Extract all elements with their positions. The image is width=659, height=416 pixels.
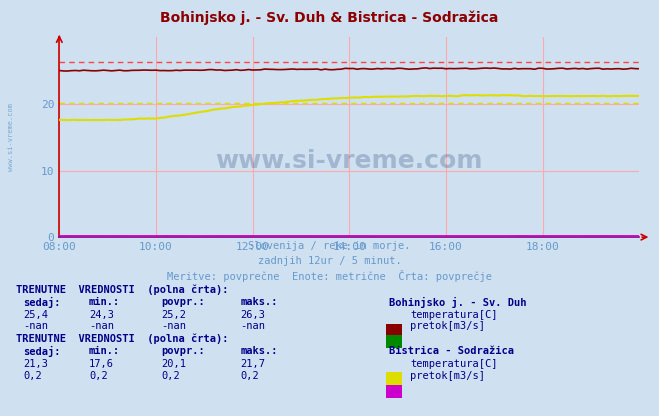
Text: povpr.:: povpr.: <box>161 346 205 356</box>
Text: 20,1: 20,1 <box>161 359 186 369</box>
Text: Meritve: povprečne  Enote: metrične  Črta: povprečje: Meritve: povprečne Enote: metrične Črta:… <box>167 270 492 282</box>
Text: 21,7: 21,7 <box>241 359 266 369</box>
Text: min.:: min.: <box>89 346 120 356</box>
Text: povpr.:: povpr.: <box>161 297 205 307</box>
Text: 21,3: 21,3 <box>23 359 48 369</box>
Text: TRENUTNE  VREDNOSTI  (polna črta):: TRENUTNE VREDNOSTI (polna črta): <box>16 285 229 295</box>
Text: temperatura[C]: temperatura[C] <box>410 359 498 369</box>
Text: TRENUTNE  VREDNOSTI  (polna črta):: TRENUTNE VREDNOSTI (polna črta): <box>16 334 229 344</box>
Text: -nan: -nan <box>241 321 266 331</box>
Text: 0,2: 0,2 <box>161 371 180 381</box>
Text: zadnjih 12ur / 5 minut.: zadnjih 12ur / 5 minut. <box>258 256 401 266</box>
Text: pretok[m3/s]: pretok[m3/s] <box>410 321 485 331</box>
Text: sedaj:: sedaj: <box>23 297 61 309</box>
Text: -nan: -nan <box>23 321 48 331</box>
Text: 26,3: 26,3 <box>241 310 266 320</box>
Text: -nan: -nan <box>161 321 186 331</box>
Text: Slovenija / reke in morje.: Slovenija / reke in morje. <box>248 241 411 251</box>
Text: 0,2: 0,2 <box>23 371 42 381</box>
Text: www.si-vreme.com: www.si-vreme.com <box>8 103 14 171</box>
Text: 17,6: 17,6 <box>89 359 114 369</box>
Text: 25,4: 25,4 <box>23 310 48 320</box>
Text: 0,2: 0,2 <box>241 371 259 381</box>
Text: Bohinjsko j. - Sv. Duh & Bistrica - Sodražica: Bohinjsko j. - Sv. Duh & Bistrica - Sodr… <box>160 10 499 25</box>
Text: pretok[m3/s]: pretok[m3/s] <box>410 371 485 381</box>
Text: min.:: min.: <box>89 297 120 307</box>
Text: maks.:: maks.: <box>241 297 278 307</box>
Text: www.si-vreme.com: www.si-vreme.com <box>215 149 483 173</box>
Text: 24,3: 24,3 <box>89 310 114 320</box>
Text: 0,2: 0,2 <box>89 371 107 381</box>
Text: 25,2: 25,2 <box>161 310 186 320</box>
Text: Bohinjsko j. - Sv. Duh: Bohinjsko j. - Sv. Duh <box>389 297 527 309</box>
Text: sedaj:: sedaj: <box>23 346 61 357</box>
Text: -nan: -nan <box>89 321 114 331</box>
Text: temperatura[C]: temperatura[C] <box>410 310 498 320</box>
Text: Bistrica - Sodražica: Bistrica - Sodražica <box>389 346 514 356</box>
Text: maks.:: maks.: <box>241 346 278 356</box>
